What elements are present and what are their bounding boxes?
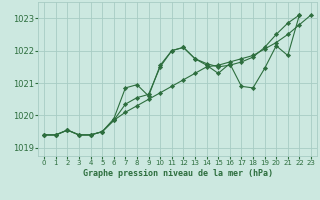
X-axis label: Graphe pression niveau de la mer (hPa): Graphe pression niveau de la mer (hPa)	[83, 169, 273, 178]
